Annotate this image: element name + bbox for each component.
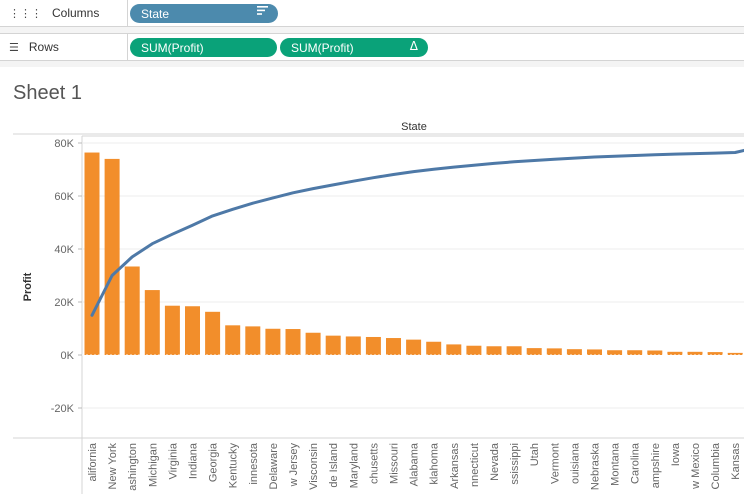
x-tick-label: chusetts	[368, 443, 380, 484]
x-tick-label: Indiana	[188, 442, 200, 479]
columns-shelf-label: ⋮⋮⋮ Columns	[0, 0, 128, 26]
bar	[245, 326, 261, 355]
x-tick-label: Missouri	[389, 443, 401, 484]
bar	[185, 306, 200, 355]
x-tick-label: Virginia	[167, 442, 179, 479]
x-tick-label: New York	[107, 443, 119, 490]
x-tick-label: Kentucky	[228, 443, 240, 489]
bar	[124, 266, 140, 355]
sum-profit-pill-label: SUM(Profit)	[141, 40, 204, 55]
bar	[486, 346, 502, 355]
sum-profit-table-calc-label: SUM(Profit)	[291, 40, 354, 55]
x-tick-label: Utah	[529, 443, 541, 466]
x-tick-label: Carolina	[630, 442, 642, 484]
bar	[587, 349, 602, 355]
columns-shelf: ⋮⋮⋮ Columns State	[0, 0, 744, 27]
bar	[285, 329, 301, 355]
x-tick-label: Nebraska	[590, 442, 602, 490]
x-tick-label: Visconsin	[308, 443, 320, 490]
shelf-divider	[0, 61, 744, 67]
running-total-line	[90, 148, 744, 317]
bar	[84, 152, 100, 355]
x-tick-label: klahoma	[429, 442, 441, 484]
bar	[265, 328, 281, 355]
bar	[647, 350, 663, 355]
y-tick-label: 80K	[54, 138, 74, 150]
x-tick-label: Alabama	[409, 442, 421, 486]
delta-table-calc-icon: Δ	[409, 39, 418, 53]
x-tick-label: Kansas	[730, 443, 742, 480]
x-tick-label: Iowa	[670, 442, 682, 466]
state-pill[interactable]: State	[130, 4, 278, 23]
sum-profit-table-calc-pill[interactable]: SUM(Profit) Δ	[280, 38, 428, 57]
column-header-state: State	[401, 121, 427, 133]
x-tick-label: ouisiana	[569, 442, 581, 484]
bar	[607, 350, 623, 355]
shelf-divider	[0, 27, 744, 33]
bar	[466, 345, 482, 355]
y-tick-label: 60K	[54, 191, 74, 203]
x-tick-label: ssissippi	[509, 443, 521, 485]
bar	[707, 352, 723, 355]
x-tick-label: Montana	[610, 442, 622, 486]
bar	[386, 338, 401, 355]
bar	[446, 344, 462, 355]
rows-shelf: ☰ Rows SUM(Profit) SUM(Profit) Δ	[0, 33, 744, 61]
x-tick-label: nnecticut	[469, 443, 481, 487]
sheet-title: Sheet 1	[13, 82, 82, 104]
bar	[727, 352, 743, 355]
columns-label: Columns	[52, 6, 100, 20]
columns-icon: ⋮⋮⋮	[9, 6, 42, 20]
x-tick-label: innesota	[248, 442, 260, 484]
bar	[205, 311, 221, 355]
bar	[305, 332, 321, 355]
x-tick-label: w Mexico	[690, 443, 702, 490]
rows-shelf-label: ☰ Rows	[0, 34, 128, 60]
bar	[365, 336, 381, 355]
bar	[546, 348, 562, 355]
x-tick-label: Arkansas	[449, 443, 461, 489]
bar	[345, 336, 361, 355]
bar	[104, 158, 120, 355]
bar	[406, 339, 422, 355]
bar	[225, 325, 241, 355]
sort-descending-icon[interactable]	[257, 5, 268, 19]
x-tick-label: w Jersey	[288, 443, 300, 488]
x-tick-label: Nevada	[489, 442, 501, 481]
y-axis-title: Profit	[22, 272, 34, 301]
rows-label: Rows	[28, 40, 59, 54]
bar	[506, 346, 522, 355]
y-tick-label: 20K	[54, 297, 74, 309]
bar	[687, 351, 703, 355]
bar	[426, 341, 442, 355]
bar	[164, 305, 180, 355]
y-tick-label: -20K	[51, 403, 75, 415]
bar	[526, 348, 542, 355]
x-tick-label: ashington	[127, 443, 139, 491]
x-tick-label: alifornia	[87, 442, 99, 481]
bar	[325, 335, 341, 355]
bar	[566, 349, 582, 355]
x-tick-label: ampshire	[650, 443, 662, 488]
x-tick-label: Maryland	[348, 443, 360, 488]
rows-icon: ☰	[9, 40, 19, 54]
x-tick-label: de Island	[328, 443, 340, 488]
x-tick-label: Columbia	[710, 442, 722, 489]
x-tick-label: Delaware	[268, 443, 280, 489]
y-tick-label: 0K	[61, 350, 75, 362]
state-pill-label: State	[141, 6, 170, 21]
y-tick-label: 40K	[54, 244, 74, 256]
bar	[627, 350, 643, 355]
x-tick-labels: alifornia New York ashington Michigan Virgin…	[87, 442, 742, 491]
sum-profit-pill[interactable]: SUM(Profit)	[130, 38, 277, 57]
x-tick-label: Michigan	[147, 443, 159, 487]
x-tick-label: Georgia	[208, 442, 220, 482]
bar	[144, 290, 160, 355]
bar	[667, 351, 683, 355]
x-tick-label: Vermont	[549, 443, 561, 484]
